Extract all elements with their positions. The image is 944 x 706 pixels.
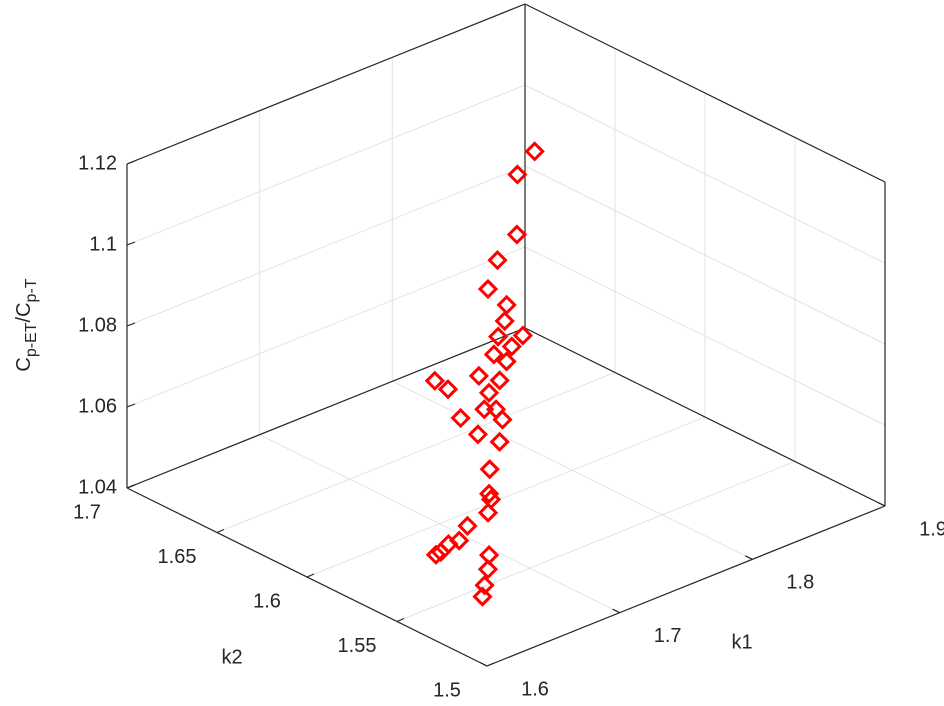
x-tick-label: 1.7 [654, 625, 682, 647]
point [489, 431, 510, 452]
point [489, 370, 510, 391]
point [479, 459, 500, 480]
point [472, 586, 493, 607]
point [507, 164, 528, 185]
y-tick-label: 1.6 [253, 590, 281, 612]
x-tick [877, 501, 886, 507]
point [492, 409, 513, 430]
grid-line [524, 165, 886, 345]
point [506, 224, 528, 245]
z-tick [126, 160, 136, 165]
x-tick [612, 608, 620, 614]
box-edge [524, 3, 886, 183]
y-tick [486, 662, 495, 667]
box-edge [126, 3, 526, 165]
x-axis-label: k1 [731, 631, 752, 653]
point [425, 544, 447, 565]
x-tick [479, 661, 488, 667]
z-tick-label: 1.04 [78, 476, 117, 498]
point [496, 351, 517, 372]
z-tick [126, 484, 136, 489]
x-tick-label: 1.9 [919, 518, 944, 540]
z-tick [126, 403, 136, 408]
grid-line [216, 372, 616, 533]
z-label-part: C [13, 357, 35, 371]
point [450, 407, 471, 429]
y-tick-label: 1.65 [158, 546, 197, 568]
point [483, 344, 504, 365]
z-tick-label: 1.1 [89, 233, 117, 255]
point [467, 424, 489, 445]
point [512, 325, 533, 346]
point [477, 502, 499, 523]
grid-line [126, 246, 526, 408]
point [524, 141, 545, 162]
point [488, 326, 509, 347]
z-tick [126, 241, 136, 246]
point [477, 559, 499, 580]
grid-line [524, 84, 886, 264]
z-tick-label: 1.08 [78, 314, 117, 336]
point [478, 483, 500, 504]
z-axis-label: Cp-ET/Cp-T [13, 278, 40, 371]
z-tick-label: 1.12 [78, 152, 117, 174]
point [478, 382, 500, 403]
y-tick-label: 1.7 [73, 501, 101, 523]
grid-line [396, 461, 796, 622]
z-tick-label: 1.06 [78, 395, 117, 417]
y-tick-label: 1.55 [338, 635, 377, 657]
y-tick [396, 617, 405, 623]
point [430, 541, 451, 563]
point [494, 310, 515, 332]
point [487, 250, 508, 271]
x-tick-label: 1.6 [521, 678, 549, 700]
grid-line [524, 246, 886, 426]
x-tick-label: 1.8 [786, 572, 814, 594]
point [424, 370, 445, 391]
grid-line [126, 165, 526, 327]
z-label-sub: p-ET [23, 322, 40, 357]
point [496, 294, 517, 316]
point [468, 365, 490, 387]
point [477, 278, 499, 300]
point [457, 515, 478, 537]
z-label-sub: p-T [23, 278, 40, 302]
grid-line [306, 416, 706, 578]
box-edge [524, 327, 886, 507]
z-label-part: /C [13, 302, 35, 322]
z-tick [126, 322, 136, 327]
y-axis-label: k2 [221, 646, 242, 668]
box-edge [126, 327, 526, 489]
y-tick [216, 528, 225, 534]
point [501, 336, 522, 357]
grid-line [126, 84, 526, 246]
point [474, 575, 495, 596]
point [437, 379, 459, 400]
x-tick [745, 555, 753, 560]
box-edge [486, 505, 886, 667]
y-tick-label: 1.5 [433, 679, 461, 701]
point [449, 530, 470, 551]
y-tick [306, 573, 315, 578]
